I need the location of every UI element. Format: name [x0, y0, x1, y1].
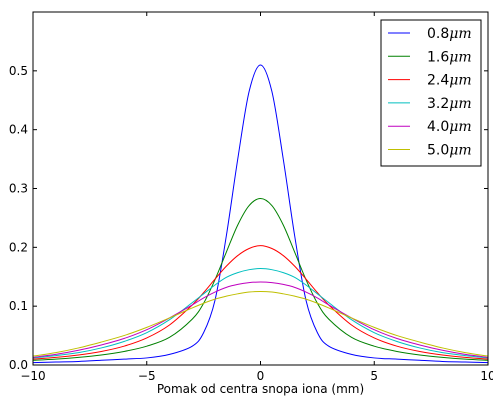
series-line-2.4: [32, 245, 489, 360]
legend-label-5.0: 5.0μm: [427, 143, 472, 159]
legend-label-1.6: 1.6μm: [427, 49, 472, 65]
y-tick-label: 0.5: [9, 64, 28, 78]
legend: 0.8μm 1.6μm 2.4μm 3.2μm 4.0μm 5.0μm: [380, 19, 482, 167]
x-tick-label: −5: [138, 369, 156, 383]
series-line-0.8: [32, 64, 489, 364]
series-line-1.6: [32, 197, 489, 361]
legend-label-0.8: 0.8μm: [427, 26, 472, 42]
y-tick-label: 0.0: [9, 358, 28, 372]
y-tick-label: 0.2: [9, 240, 28, 254]
series-line-4.0: [32, 281, 489, 358]
series-line-5.0: [32, 290, 489, 357]
x-tick-label: 10: [480, 369, 493, 383]
legend-label-3.2: 3.2μm: [427, 96, 472, 112]
legend-box: [380, 19, 482, 167]
y-tick-label: 0.1: [9, 299, 28, 313]
legend-label-2.4: 2.4μm: [427, 73, 472, 89]
y-tick-label: 0.3: [9, 182, 28, 196]
series-layer: [32, 64, 489, 364]
y-tick-label: 0.4: [9, 123, 28, 137]
series-line-3.2: [32, 268, 489, 359]
x-tick-label: 0: [257, 369, 265, 383]
x-axis-title: Pomak od centra snopa iona (mm): [157, 382, 364, 396]
x-tick-label: 5: [370, 369, 378, 383]
ticks-layer: −10 −5 0 5 10 0.0 0.1 0.2 0.3 0.4 0.5: [9, 12, 493, 383]
x-tick-label: −10: [20, 369, 45, 383]
legend-label-4.0: 4.0μm: [427, 119, 472, 135]
